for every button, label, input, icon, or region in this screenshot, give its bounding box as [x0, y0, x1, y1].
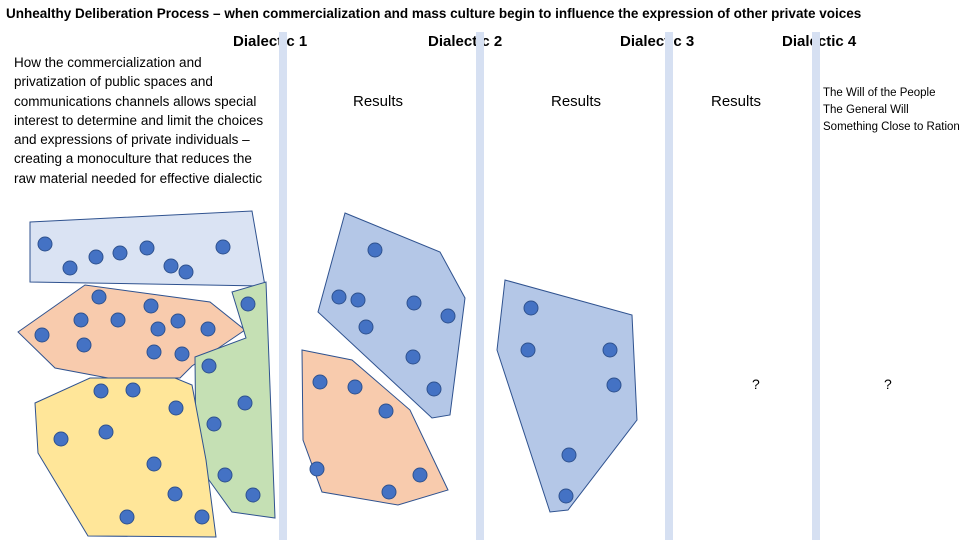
group-shape-blue-d2 — [496, 279, 638, 513]
dot — [309, 461, 325, 477]
group-shape-blue-d1 — [317, 212, 466, 419]
dot — [426, 381, 442, 397]
dot — [558, 488, 574, 504]
dot — [520, 342, 536, 358]
dot — [358, 319, 374, 335]
divider-band-1 — [279, 32, 287, 540]
divider-band-2 — [476, 32, 484, 540]
slide-title: Unhealthy Deliberation Process – when co… — [6, 6, 862, 21]
dot — [146, 456, 162, 472]
dot — [150, 321, 166, 337]
dot — [139, 240, 155, 256]
dot — [76, 337, 92, 353]
dot — [406, 295, 422, 311]
divider-band-4 — [812, 32, 820, 540]
outcome-rationality: Something Close to Rationality — [823, 121, 960, 134]
dot — [245, 487, 261, 503]
dialectic-3-heading: Dialectic 3 — [620, 33, 695, 50]
dot — [37, 236, 53, 252]
dot — [163, 258, 179, 274]
dot — [405, 349, 421, 365]
dot — [350, 292, 366, 308]
dialectic-3-results: Results — [711, 93, 762, 110]
dot — [88, 249, 104, 265]
dot — [561, 447, 577, 463]
dot — [91, 289, 107, 305]
dot — [602, 342, 618, 358]
dialectic-1-results: Results — [353, 93, 404, 110]
dot — [125, 382, 141, 398]
outcomes-list: The Will of the People The General Will … — [823, 85, 960, 137]
dot — [110, 312, 126, 328]
dot — [440, 308, 456, 324]
dot — [200, 321, 216, 337]
outcome-will-of-people: The Will of the People — [823, 87, 936, 99]
group-shape-orange-d1 — [301, 349, 449, 506]
dot — [98, 424, 114, 440]
dot — [381, 484, 397, 500]
dialectic-3-unknown: ? — [752, 376, 760, 392]
group-shape-green — [194, 281, 276, 519]
dot — [112, 245, 128, 261]
dot — [119, 509, 135, 525]
divider-band-3 — [665, 32, 673, 540]
dot — [170, 313, 186, 329]
dot — [523, 300, 539, 316]
dot — [167, 486, 183, 502]
dot — [367, 242, 383, 258]
description-text: How the commercialization and privatizat… — [14, 55, 264, 186]
dot — [174, 346, 190, 362]
dot — [237, 395, 253, 411]
dot — [215, 239, 231, 255]
dot — [347, 379, 363, 395]
dot — [312, 374, 328, 390]
dot — [331, 289, 347, 305]
dot — [206, 416, 222, 432]
outcome-general-will: The General Will — [823, 104, 909, 117]
dialectic-1-heading: Dialectic 1 — [233, 33, 308, 50]
dialectic-2-results: Results — [551, 93, 602, 110]
dot — [62, 260, 78, 276]
dot — [178, 264, 194, 280]
dot — [146, 344, 162, 360]
dot — [194, 509, 210, 525]
dot — [143, 298, 159, 314]
dot — [34, 327, 50, 343]
dot — [606, 377, 622, 393]
dot — [93, 383, 109, 399]
dot — [168, 400, 184, 416]
dot — [53, 431, 69, 447]
dot — [201, 358, 217, 374]
dialectic-4-unknown: ? — [884, 376, 892, 392]
dot — [412, 467, 428, 483]
dot — [378, 403, 394, 419]
dot — [240, 296, 256, 312]
dot — [217, 467, 233, 483]
dot — [73, 312, 89, 328]
